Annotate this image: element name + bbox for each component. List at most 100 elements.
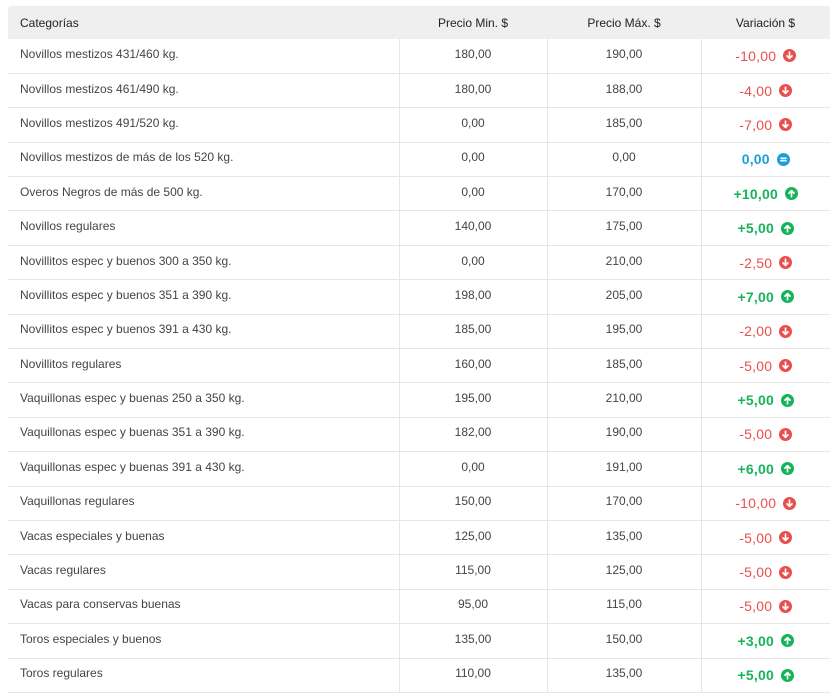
variation-value: +3,00	[737, 632, 774, 649]
arrow-down-circle-icon	[783, 49, 797, 63]
arrow-down-circle-icon	[779, 324, 793, 338]
variation-cell: +5,00	[701, 210, 830, 246]
variation-indicator: -5,00	[739, 598, 793, 615]
arrow-up-circle-icon	[780, 221, 794, 235]
arrow-up-circle-icon	[780, 393, 794, 407]
min-price-cell: 195,00	[399, 382, 548, 418]
max-price-cell: 150,00	[547, 623, 702, 659]
variation-value: -4,00	[739, 82, 773, 99]
variation-cell: +3,00	[701, 623, 830, 659]
variation-indicator: -4,00	[739, 82, 793, 99]
variation-value: +5,00	[737, 667, 774, 684]
min-price-cell: 95,00	[399, 589, 548, 625]
variation-value: +6,00	[737, 460, 774, 477]
arrow-up-circle-icon	[780, 290, 794, 304]
variation-cell: -2,50	[701, 245, 830, 281]
min-price-cell: 180,00	[399, 39, 548, 74]
variation-cell: 0,00	[701, 142, 830, 178]
variation-indicator: +7,00	[738, 289, 794, 305]
min-price-cell: 0,00	[399, 245, 548, 281]
min-price-cell: 125,00	[399, 520, 548, 556]
max-price-cell: 115,00	[547, 589, 702, 625]
max-price-cell: 185,00	[547, 107, 702, 143]
category-cell: Novillitos regulares	[8, 348, 400, 384]
variation-cell: +5,00	[701, 658, 830, 693]
arrow-up-circle-icon	[780, 634, 794, 648]
variation-indicator: -10,00	[735, 495, 797, 512]
table-row: Novillos mestizos 491/520 kg. 0,00 185,00 -…	[8, 107, 830, 143]
variation-indicator: 0,00	[742, 151, 790, 167]
table-row: Novillos mestizos de más de los 520 kg. 0…	[8, 142, 830, 178]
variation-value: -10,00	[735, 495, 777, 512]
arrow-down-circle-icon	[779, 565, 793, 579]
variation-value: +5,00	[737, 392, 774, 409]
arrow-down-circle-icon	[779, 599, 793, 613]
table-row: Novillitos espec y buenos 391 a 430 kg. 1…	[8, 314, 830, 350]
max-price-cell: 175,00	[547, 210, 702, 246]
category-cell: Vaquillonas espec y buenas 351 a 390 kg.	[8, 417, 400, 453]
variation-indicator: +5,00	[738, 220, 794, 236]
max-price-cell: 190,00	[547, 417, 702, 453]
variation-cell: -5,00	[701, 589, 830, 625]
variation-value: -2,50	[739, 254, 773, 271]
table-row: Novillos mestizos 461/490 kg. 180,00 188,0…	[8, 73, 830, 109]
max-price-cell: 210,00	[547, 382, 702, 418]
table-row: Novillos mestizos 431/460 kg. 180,00 190,0…	[8, 39, 830, 74]
table-row: Novillitos espec y buenos 300 a 350 kg. 0…	[8, 245, 830, 281]
category-cell: Vaquillonas espec y buenas 391 a 430 kg.	[8, 451, 400, 487]
column-header-category: Categorías	[8, 6, 399, 39]
max-price-cell: 135,00	[547, 520, 702, 556]
max-price-cell: 170,00	[547, 176, 702, 212]
variation-cell: -7,00	[701, 107, 830, 143]
variation-indicator: -2,00	[739, 323, 793, 339]
variation-value: +5,00	[737, 220, 774, 237]
table-header-row: Categorías Precio Min. $ Precio Máx. $ V…	[8, 6, 830, 39]
max-price-cell: 190,00	[547, 39, 702, 74]
category-cell: Novillitos espec y buenos 391 a 430 kg.	[8, 314, 400, 350]
category-cell: Novillitos espec y buenos 300 a 350 kg.	[8, 245, 400, 281]
table-row: Vacas regulares 115,00 125,00 -5,00	[8, 554, 830, 590]
variation-cell: -2,00	[701, 314, 830, 350]
max-price-cell: 205,00	[547, 279, 702, 315]
arrow-up-circle-icon	[784, 187, 798, 201]
table-row: Vacas para conservas buenas 95,00 115,00 -5…	[8, 589, 830, 625]
category-cell: Novillitos espec y buenos 351 a 390 kg.	[8, 279, 400, 315]
category-cell: Vaquillonas regulares	[8, 486, 400, 521]
min-price-cell: 0,00	[399, 107, 548, 143]
variation-indicator: -5,00	[739, 358, 793, 374]
variation-indicator: -10,00	[735, 47, 797, 64]
variation-value: +7,00	[737, 288, 774, 305]
variation-indicator: -5,00	[739, 530, 793, 546]
price-table-container: Categorías Precio Min. $ Precio Máx. $ V…	[8, 6, 830, 693]
variation-cell: -5,00	[701, 554, 830, 590]
variation-value: -7,00	[739, 116, 773, 133]
variation-cell: -5,00	[701, 348, 830, 384]
min-price-cell: 140,00	[399, 210, 548, 246]
category-cell: Novillos regulares	[8, 210, 400, 246]
table-row: Vaquillonas espec y buenas 250 a 350 kg.…	[8, 382, 830, 418]
table-row: Vaquillonas espec y buenas 391 a 430 kg.…	[8, 451, 830, 487]
max-price-cell: 125,00	[547, 554, 702, 590]
arrow-down-circle-icon	[779, 359, 793, 373]
table-row: Novillitos regulares 160,00 185,00 -5,00	[8, 348, 830, 384]
variation-value: -10,00	[735, 47, 777, 64]
price-table: Categorías Precio Min. $ Precio Máx. $ V…	[8, 6, 830, 693]
arrow-up-circle-icon	[780, 668, 794, 682]
category-cell: Overos Negros de más de 500 kg.	[8, 176, 400, 212]
variation-indicator: +3,00	[738, 633, 794, 649]
min-price-cell: 182,00	[399, 417, 548, 453]
variation-indicator: -7,00	[739, 116, 793, 133]
variation-cell: -5,00	[701, 520, 830, 556]
min-price-cell: 115,00	[399, 554, 548, 590]
min-price-cell: 0,00	[399, 142, 548, 178]
equal-circle-icon	[776, 152, 790, 166]
min-price-cell: 0,00	[399, 176, 548, 212]
max-price-cell: 185,00	[547, 348, 702, 384]
category-cell: Novillos mestizos 461/490 kg.	[8, 73, 400, 109]
category-cell: Toros regulares	[8, 658, 400, 693]
max-price-cell: 135,00	[547, 658, 702, 693]
category-cell: Vacas para conservas buenas	[8, 589, 400, 625]
variation-cell: -10,00	[701, 486, 830, 521]
category-cell: Novillos mestizos de más de los 520 kg.	[8, 142, 400, 178]
variation-value: -5,00	[739, 598, 773, 615]
